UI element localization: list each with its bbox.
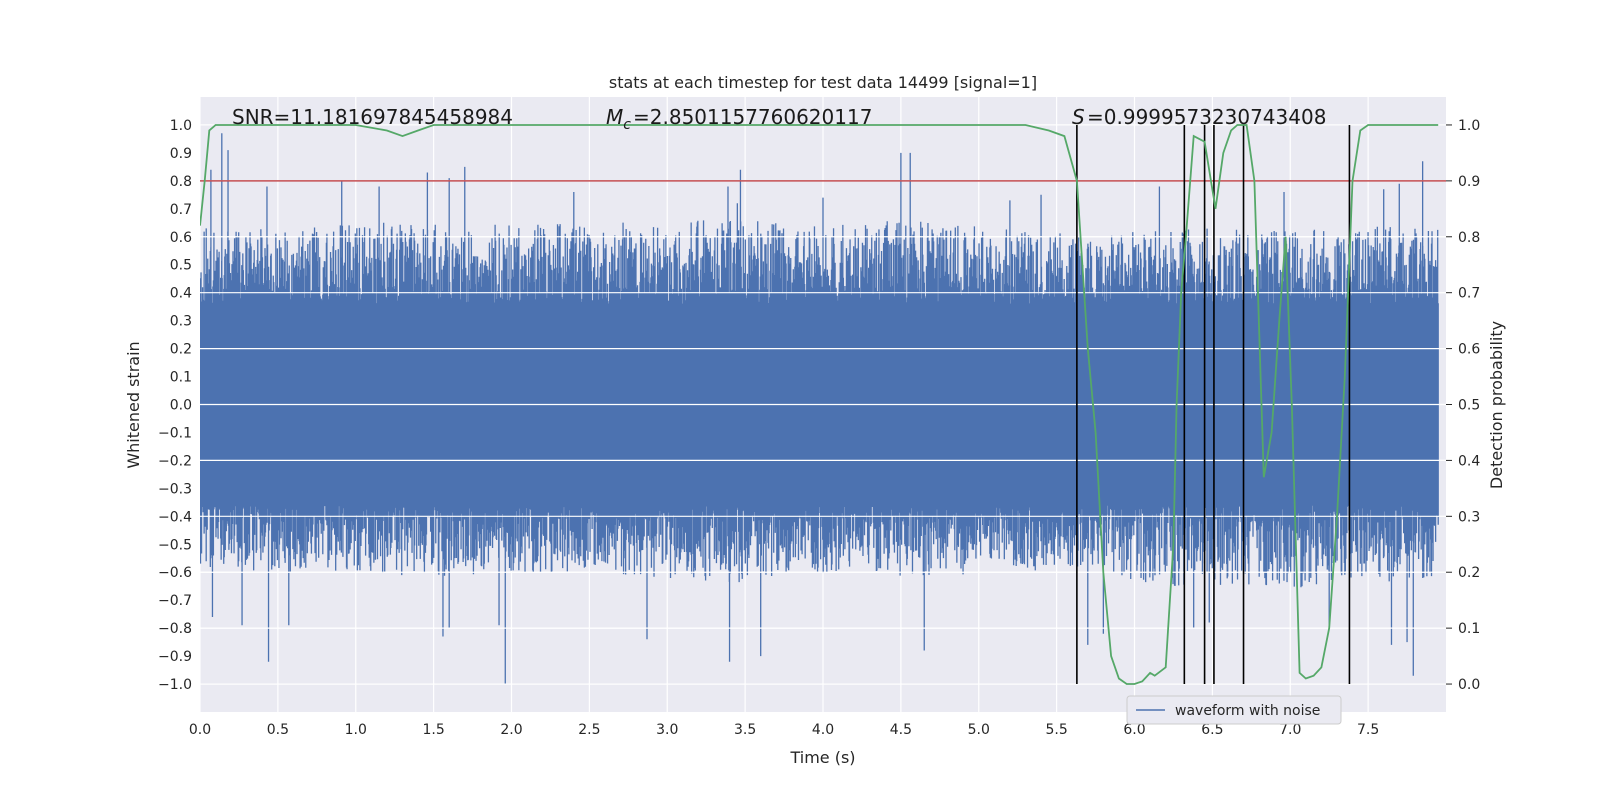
- chirp-mass-annotation: Mc =2.8501157760620117: [606, 105, 872, 133]
- x-tick-label: 7.0: [1279, 722, 1301, 738]
- score-value: =0.9999573230743408: [1087, 105, 1326, 129]
- y-tick-label: 1.0: [170, 118, 192, 134]
- chirp-mass-value: =2.8501157760620117: [633, 105, 872, 129]
- legend-box: [1126, 695, 1342, 725]
- x-tick-label: 2.0: [500, 722, 522, 738]
- y-tick-label: 0.5: [170, 258, 192, 274]
- y-axis-label: Whitened strain: [124, 341, 143, 468]
- x-tick-label: 0.5: [267, 722, 289, 738]
- x-tick-label: 3.0: [656, 722, 678, 738]
- x-tick-label: 6.0: [1123, 722, 1145, 738]
- y-tick-label: −0.4: [158, 509, 192, 525]
- x-tick-label: 4.5: [890, 722, 912, 738]
- y2-tick-label: 0.7: [1458, 286, 1480, 302]
- y-tick-label: −0.3: [158, 481, 192, 497]
- x-tick-label: 6.5: [1201, 722, 1223, 738]
- y2-tick-label: 0.4: [1458, 453, 1480, 469]
- waveform-line: [200, 133, 1439, 684]
- score-annotation: S =0.9999573230743408: [1072, 105, 1326, 129]
- waveform-series: [200, 124, 1446, 685]
- y2-axis-label: Detection probability: [1487, 321, 1506, 489]
- y-tick-label: 0.0: [170, 398, 192, 414]
- x-ticks: 0.0 0.5 1.0 1.5 2.0 2.5 3.0 3.5 4.0 4.5 5.0 5.5 6.0 6…: [189, 722, 1379, 738]
- y-tick-label: 0.7: [170, 202, 192, 218]
- y-tick-label: −0.6: [158, 565, 192, 581]
- y2-tick-label: 1.0: [1458, 118, 1480, 134]
- y-tick-label: 0.1: [170, 370, 192, 386]
- y-tick-label: −0.7: [158, 593, 192, 609]
- x-tick-label: 7.5: [1357, 722, 1379, 738]
- y-tick-label: −0.8: [158, 621, 192, 637]
- y2-tick-label: 0.5: [1458, 398, 1480, 414]
- y-tick-label: 0.8: [170, 174, 192, 190]
- x-tick-label: 0.0: [189, 722, 211, 738]
- x-axis-label: Time (s): [789, 748, 855, 767]
- y-tick-label: −1.0: [158, 677, 192, 693]
- y-tick-label: 0.6: [170, 230, 192, 246]
- y2-ticks: 1.0 0.9 0.8 0.7 0.6 0.5 0.4 0.3 0.2 0.1 0.0: [1446, 118, 1480, 693]
- y2-tick-label: 0.6: [1458, 342, 1480, 358]
- event-vlines: [1076, 124, 1351, 685]
- x-tick-label: 4.0: [812, 722, 834, 738]
- y-tick-label: −0.2: [158, 453, 192, 469]
- y-tick-label: 0.4: [170, 286, 192, 302]
- y-tick-label: 0.2: [170, 342, 192, 358]
- y2-tick-label: 0.0: [1458, 677, 1480, 693]
- x-tick-label: 2.5: [578, 722, 600, 738]
- y-tick-label: −0.1: [158, 425, 192, 441]
- chart-title: stats at each timestep for test data 144…: [609, 73, 1037, 92]
- y-tick-label: −0.5: [158, 537, 192, 553]
- x-tick-label: 3.5: [734, 722, 756, 738]
- detection-probability-series: [200, 124, 1439, 685]
- y2-tick-label: 0.1: [1458, 621, 1480, 637]
- x-tick-label: 1.5: [422, 722, 444, 738]
- y-tick-label: 0.3: [170, 314, 192, 330]
- y2-tick-label: 0.2: [1458, 565, 1480, 581]
- x-tick-label: 1.0: [345, 722, 367, 738]
- y2-tick-label: 0.9: [1458, 174, 1480, 190]
- y-tick-label: 0.9: [170, 146, 192, 162]
- y2-tick-label: 0.8: [1458, 230, 1480, 246]
- detection-probability-line: [200, 124, 1439, 685]
- y2-tick-label: 0.3: [1458, 509, 1480, 525]
- legend-label: waveform with noise: [1175, 703, 1320, 719]
- snr-annotation: SNR=11.181697845458984: [232, 105, 513, 129]
- y-ticks: 1.0 0.9 0.8 0.7 0.6 0.5 0.4 0.3 0.2 0.1 0.0 −0.1 −0.…: [158, 118, 192, 693]
- x-tick-label: 5.0: [968, 722, 990, 738]
- y-tick-label: −0.9: [158, 649, 192, 665]
- score-symbol: S: [1072, 105, 1085, 129]
- x-tick-label: 5.5: [1045, 722, 1067, 738]
- legend: waveform with noise: [1126, 695, 1342, 725]
